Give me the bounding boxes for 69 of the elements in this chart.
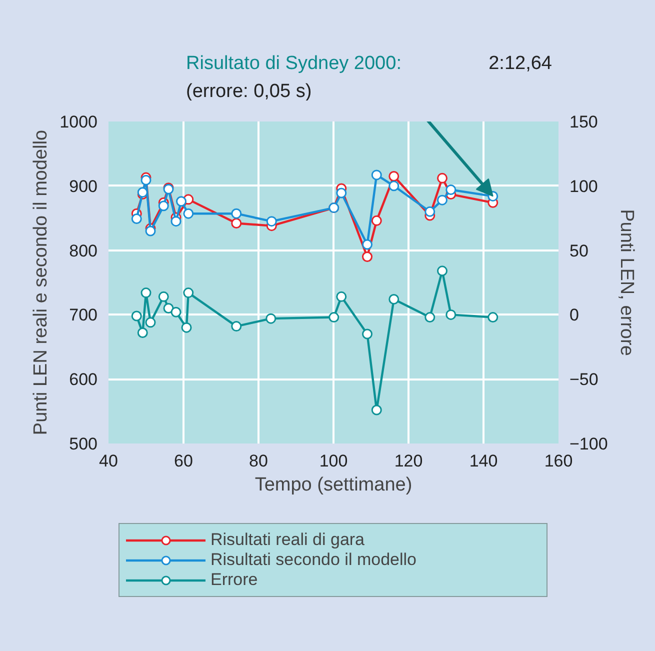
point [437,266,448,276]
legend-label: Risultati secondo il modello [210,550,418,570]
point [446,184,456,196]
y-tick-label: 800 [69,241,98,260]
legend-label: Errore [210,570,259,590]
point [183,288,194,298]
point [183,208,194,219]
y2-axis-title: Punti LEN, errore [616,209,637,356]
point [437,194,448,206]
y2-tick-label: 100 [570,176,598,196]
x-tick-label: 100 [319,452,348,470]
point [424,206,436,217]
point [137,327,148,338]
y2-tick-label: 0 [570,306,579,325]
point [336,291,347,302]
point [231,218,242,228]
point [388,294,400,304]
text: 2:12,64 [488,52,552,76]
point [231,208,242,219]
point [362,252,372,262]
point [371,404,382,416]
y2-tick-label: 150 [570,112,598,132]
y-tick-label: 500 [69,434,98,454]
point [336,188,347,198]
x-axis-title: Tempo (settimane) [254,474,412,496]
point [158,291,169,302]
point [371,170,382,180]
y-tick-label: 900 [69,176,98,196]
point [140,288,152,298]
x-tick-label: 120 [394,452,423,470]
point [131,310,142,322]
point [145,226,156,236]
point [362,328,372,340]
point [170,216,182,227]
point [328,312,340,323]
legend-label: Risultati reali di gara [210,530,366,550]
point [488,312,498,323]
point [362,239,372,250]
y-tick-label: 700 [69,306,98,325]
x-tick-label: 80 [249,452,268,470]
point [388,171,400,182]
y-tick-label: 1000 [60,112,98,132]
point [170,306,182,318]
point [145,317,156,328]
point [424,312,436,323]
point [371,215,382,226]
point [158,200,169,212]
point [231,321,242,332]
y-tick-label: 600 [69,370,98,390]
y2-tick-label: −50 [570,370,598,390]
x-tick-label: 60 [174,452,193,470]
text: Risultato di Sydney 2000: [186,52,402,76]
y2-tick-label: 50 [570,241,588,260]
point [140,174,152,186]
point [266,216,277,227]
point [176,196,186,207]
point [437,172,448,184]
text: (errore: 0,05 s) [186,80,312,104]
point [131,214,142,224]
point [266,313,276,324]
x-tick-label: 160 [544,452,573,470]
y2-tick-label: −100 [570,434,608,454]
x-tick-label: 40 [99,452,118,470]
x-tick-label: 140 [469,452,498,470]
point [163,303,174,314]
point [181,322,192,333]
y-axis-title: Punti LEN reali e secondo il modello [30,130,52,436]
point [446,309,456,320]
point [388,180,400,192]
